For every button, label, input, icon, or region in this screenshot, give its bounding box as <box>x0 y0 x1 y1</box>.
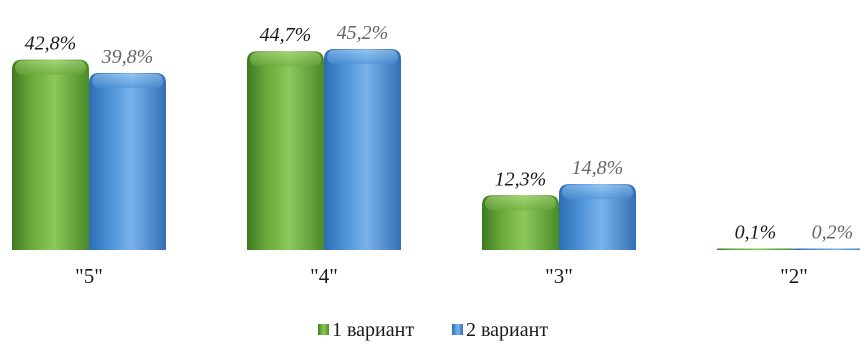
legend-swatch-1 <box>318 324 329 335</box>
data-label-1-4: 0,1% <box>735 222 777 244</box>
data-label-1-3: 12,3% <box>495 168 547 190</box>
data-label-2-1: 39,8% <box>101 46 154 68</box>
bar-2-2 <box>324 49 401 250</box>
bar-2-3 <box>559 184 636 250</box>
category-label-3: "3" <box>545 264 573 288</box>
bars-layer <box>12 49 860 251</box>
data-label-1-2: 44,7% <box>260 24 312 46</box>
bar-1-2 <box>247 51 324 250</box>
category-label-4: "2" <box>780 264 808 288</box>
bar-2-1 <box>89 73 166 250</box>
category-label-1: "5" <box>75 264 103 288</box>
legend-item-2: 2 вариант <box>452 319 548 341</box>
legend-item-1: 1 вариант <box>318 319 414 341</box>
bar-1-3 <box>482 195 559 250</box>
labels-layer: 42,8% 39,8% "5" 44,7% 45,2% "4" 12,3% 14,8% "3" 0… <box>25 22 854 288</box>
legend-label-2: 2 вариант <box>466 319 548 341</box>
data-label-2-4: 0,2% <box>812 222 854 244</box>
legend-label-1: 1 вариант <box>332 319 414 341</box>
legend-swatch-2 <box>452 324 463 335</box>
bar-1-1 <box>12 59 89 251</box>
data-label-2-3: 14,8% <box>572 157 624 179</box>
category-label-2: "4" <box>310 264 338 288</box>
data-label-1-1: 42,8% <box>25 33 77 55</box>
data-label-2-2: 45,2% <box>337 22 389 44</box>
bar-2-4 <box>794 248 860 250</box>
legend: 1 вариант 2 вариант <box>318 319 548 341</box>
bar-1-4 <box>717 248 794 250</box>
